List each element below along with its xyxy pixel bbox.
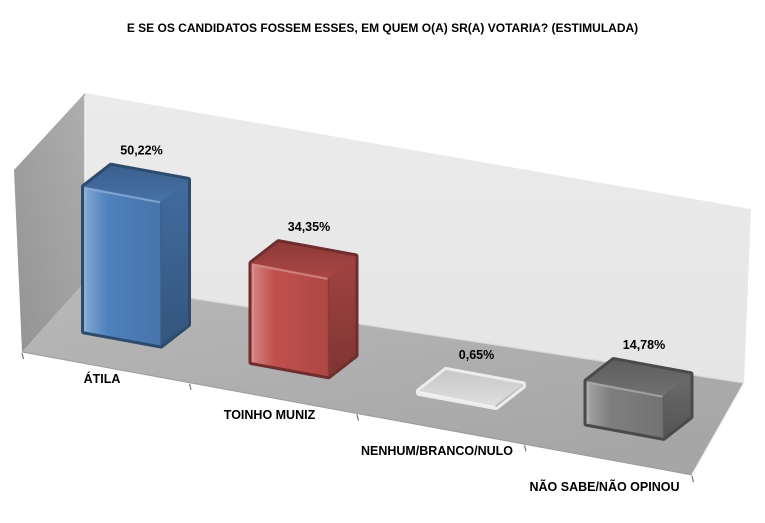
- bar-side-face: [328, 256, 356, 377]
- bar-top-bevel: [252, 263, 328, 280]
- floor: [22, 282, 744, 475]
- bar-top-bevel: [84, 187, 161, 204]
- bar-value-label: 34,35%: [288, 220, 330, 234]
- bar-value-label: 14,78%: [623, 338, 665, 352]
- bar-atila: [81, 162, 191, 349]
- floor-right-edge: [691, 382, 745, 476]
- back-wall: [85, 93, 751, 383]
- chart-title: E SE OS CANDIDATOS FOSSEM ESSES, EM QUEM…: [126, 21, 639, 35]
- bar-side-face: [161, 179, 188, 346]
- bar-category-label: ÁTILA: [84, 371, 121, 386]
- bar-category-label: NÃO SABE/NÃO OPINOU: [529, 479, 679, 494]
- bar-value-label: 0,65%: [459, 348, 494, 362]
- bar-nenhum-branco-nulo: [416, 367, 526, 411]
- tick-mark: [691, 475, 695, 483]
- bar-top-bevel: [587, 381, 663, 398]
- bar-top-face: [251, 242, 356, 278]
- side-wall: [14, 93, 85, 352]
- bar-category-label: NENHUM/BRANCO/NULO: [361, 444, 513, 458]
- chart-3d-scene: [14, 93, 751, 476]
- bar-top-face: [419, 370, 523, 406]
- bar-top-bevel: [419, 391, 496, 408]
- bar-front-face: [84, 186, 161, 346]
- floor-front-edge: [21, 351, 693, 476]
- bar-value-label: 50,22%: [120, 144, 162, 158]
- bars: [81, 162, 694, 441]
- bar-top-face: [586, 360, 691, 396]
- bar-top-face: [84, 165, 188, 201]
- bar-side-face: [496, 384, 523, 408]
- bar-side-face: [663, 374, 691, 438]
- bar-nao-sabe-nao-opinou: [583, 357, 694, 441]
- tick-mark: [21, 352, 25, 360]
- tick-mark: [523, 445, 527, 452]
- tick-mark: [188, 383, 192, 390]
- category-axis: [21, 352, 695, 483]
- bar-category-label: TOINHO MUNIZ: [224, 408, 316, 422]
- labels: 50,22% ÁTILA 34,35% TOINHO MUNIZ 0,65% NENHUM…: [84, 144, 680, 494]
- tick-mark: [356, 414, 360, 421]
- bar-front-face: [251, 263, 329, 377]
- bar-toinho-muniz: [248, 239, 359, 380]
- bar-front-face: [586, 381, 664, 438]
